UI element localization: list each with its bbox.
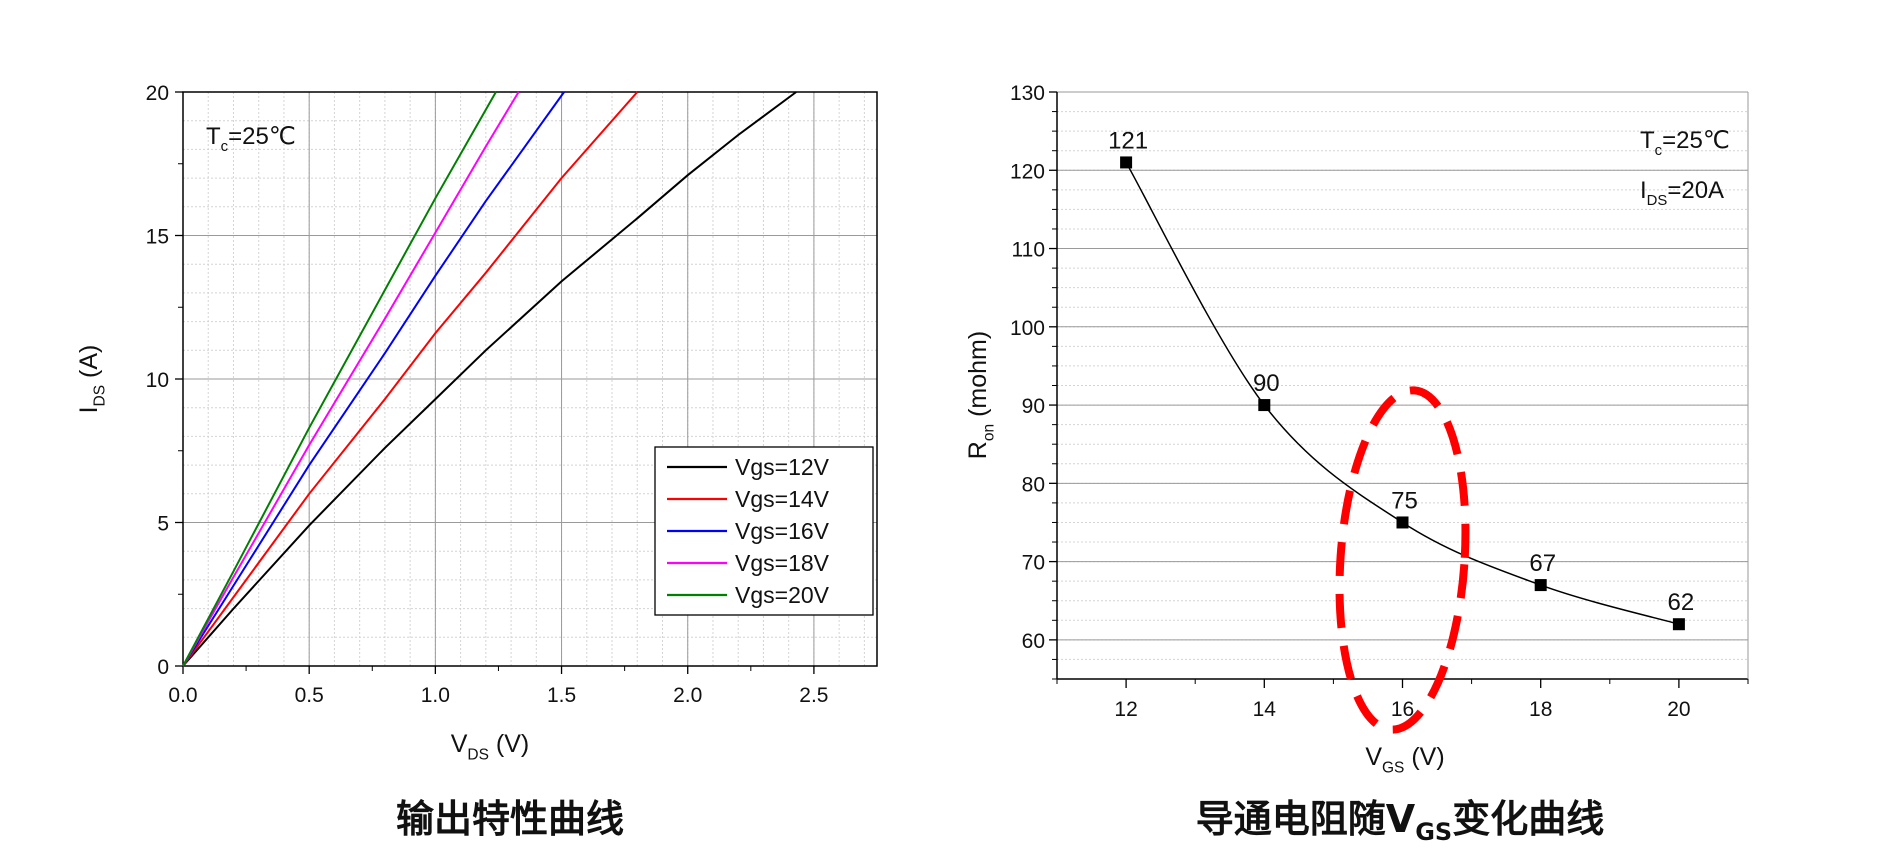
- y-axis-label-main: I: [75, 406, 103, 413]
- y-tick-label: 120: [1010, 160, 1045, 183]
- x-tick-label: 0.5: [295, 684, 324, 707]
- y-axis-label-sub: DS: [92, 385, 109, 407]
- x-tick-label: 2.0: [673, 684, 702, 707]
- legend-label: Vgs=16V: [735, 518, 830, 544]
- x-tick-label: 18: [1529, 698, 1552, 721]
- on-resistance-caption: 导通电阻随VGS变化曲线: [1120, 788, 1680, 846]
- temperature-annotation-suffix: =25℃: [228, 123, 296, 150]
- current-annotation: IDS=20A: [1640, 177, 1724, 209]
- on-resistance-chart: 12 14 16 18 20 60 70 80 90 100 110 120 130 121 90 75 67 6…: [964, 82, 1749, 777]
- caption-main: 导通电阻随V: [1195, 797, 1416, 841]
- data-label: 62: [1668, 589, 1695, 616]
- y-tick-label: 0: [157, 656, 169, 679]
- y-axis-label-main: R: [964, 441, 992, 459]
- current-annotation-main: I: [1640, 177, 1647, 204]
- y-tick-label: 70: [1022, 552, 1045, 575]
- temperature-annotation-sub: c: [1655, 143, 1663, 159]
- x-tick-label: 20: [1667, 698, 1690, 721]
- data-point: [1120, 156, 1133, 169]
- legend-label: Vgs=18V: [735, 550, 830, 576]
- data-label: 67: [1529, 550, 1556, 577]
- x-tick-label: 0.0: [168, 684, 197, 707]
- current-annotation-sub: DS: [1647, 193, 1668, 209]
- y-tick-label: 100: [1010, 317, 1045, 340]
- y-tick-label: 130: [1010, 82, 1045, 105]
- y-axis-label-sub: on: [981, 424, 998, 441]
- x-axis-label-main: V: [1365, 743, 1382, 771]
- data-label: 90: [1253, 370, 1280, 397]
- data-point: [1672, 618, 1685, 631]
- y-tick-label: 60: [1022, 630, 1045, 653]
- y-tick-label: 110: [1012, 239, 1045, 262]
- temperature-annotation-main: T: [1640, 127, 1655, 154]
- data-label: 75: [1391, 487, 1418, 514]
- x-axis-label-suffix: (V): [1404, 743, 1444, 771]
- y-tick-label: 15: [146, 226, 169, 249]
- y-axis-label-suffix: (A): [75, 345, 103, 385]
- current-annotation-suffix: =20A: [1667, 177, 1724, 204]
- x-tick-label: 2.5: [799, 684, 828, 707]
- data-label: 121: [1108, 127, 1148, 154]
- x-tick-label: 14: [1253, 698, 1277, 721]
- y-axis-label-suffix: (mohm): [964, 331, 992, 424]
- series-line: [182, 91, 639, 667]
- series-line: [182, 91, 520, 667]
- series-line: [1125, 162, 1680, 625]
- y-tick-label: 5: [157, 513, 169, 536]
- x-tick-label: 12: [1114, 698, 1137, 721]
- x-axis-label-sub: GS: [1382, 760, 1404, 777]
- y-tick-label: 10: [146, 369, 169, 392]
- temperature-annotation: Tc=25℃: [206, 123, 296, 155]
- x-axis-label: VDS (V): [451, 730, 530, 764]
- series-line: [182, 91, 797, 667]
- x-axis-label-sub: DS: [467, 747, 489, 764]
- caption-subscript: GS: [1415, 818, 1453, 846]
- series-line: [182, 91, 565, 667]
- legend-label: Vgs=20V: [735, 582, 830, 608]
- output-characteristics-caption: 输出特性曲线: [395, 797, 624, 841]
- data-point: [1396, 516, 1409, 529]
- x-axis-label: VGS (V): [1365, 743, 1444, 777]
- caption-tail: 变化曲线: [1452, 797, 1605, 841]
- series-line: [182, 91, 497, 667]
- y-tick-label: 80: [1022, 473, 1045, 496]
- x-tick-label: 1.0: [421, 684, 450, 707]
- y-tick-label: 90: [1022, 395, 1045, 418]
- temperature-annotation-main: T: [206, 123, 221, 150]
- highlight-ellipse: [1335, 386, 1470, 734]
- y-tick-label: 20: [146, 82, 169, 105]
- temperature-annotation-sub: c: [221, 139, 229, 155]
- x-axis-label-main: V: [451, 730, 468, 758]
- x-tick-label: 16: [1391, 698, 1414, 721]
- legend-label: Vgs=12V: [735, 454, 830, 480]
- data-point: [1258, 399, 1271, 412]
- y-axis-label: IDS (A): [75, 345, 109, 414]
- x-tick-label: 1.5: [547, 684, 576, 707]
- legend-label: Vgs=14V: [735, 486, 830, 512]
- y-axis-label: Ron (mohm): [964, 331, 998, 459]
- temperature-annotation-suffix: =25℃: [1662, 127, 1730, 154]
- x-axis-label-suffix: (V): [489, 730, 529, 758]
- data-point: [1534, 579, 1547, 592]
- temperature-annotation: Tc=25℃: [1640, 127, 1730, 159]
